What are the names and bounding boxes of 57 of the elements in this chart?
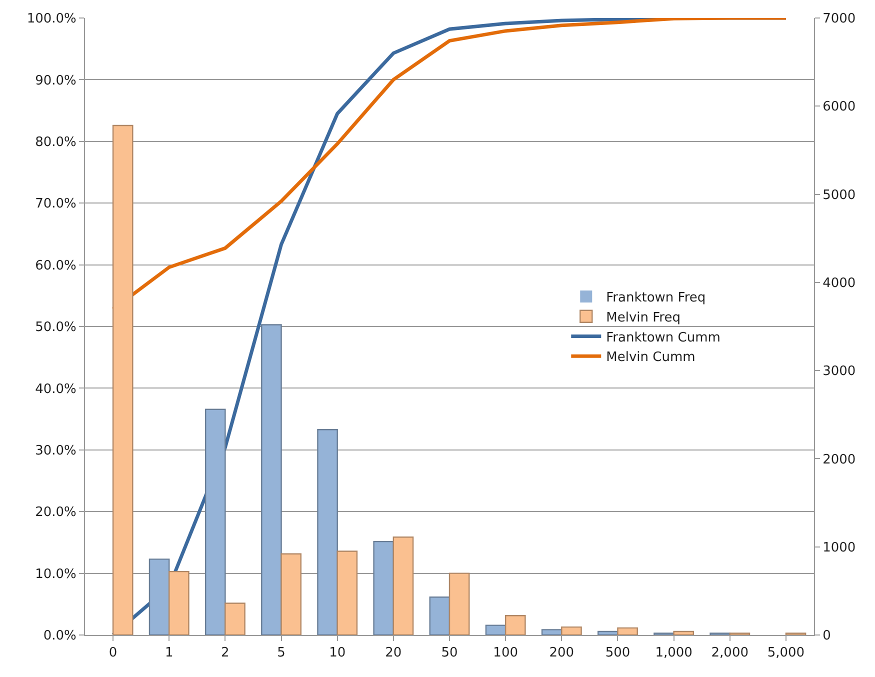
legend-label: Franktown Cumm: [606, 330, 720, 346]
bar: [673, 630, 694, 635]
bar: [336, 550, 358, 635]
bar: [168, 570, 190, 635]
bar: [617, 627, 638, 635]
bar: [541, 629, 562, 635]
y2-tick-label: 5000: [822, 188, 856, 203]
bar: [504, 615, 526, 635]
x-tick-label: 10: [329, 646, 346, 661]
bar: [598, 630, 618, 635]
y-tick-label: 30.0%: [35, 443, 76, 458]
y2-tick-label: 6000: [822, 100, 856, 115]
bar: [485, 624, 506, 635]
line-series: [111, 18, 788, 311]
legend-label: Franktown Freq: [606, 290, 706, 306]
y-tick-label: 50.0%: [35, 320, 76, 336]
y-tick-label: 40.0%: [35, 382, 76, 397]
y-tick-label: 80.0%: [35, 134, 76, 150]
x-tick-label: 20: [385, 646, 402, 661]
bar: [429, 596, 450, 635]
bar: [317, 429, 338, 635]
y-tick-label: 90.0%: [35, 73, 76, 88]
bar: [261, 324, 282, 635]
x-tick-label: 1,000: [655, 646, 692, 661]
y-tick-label: 20.0%: [35, 505, 76, 520]
bar: [392, 536, 414, 635]
bar: [148, 558, 170, 635]
y2-tick-label: 2000: [822, 452, 856, 468]
bar: [373, 540, 394, 635]
bar: [112, 124, 134, 635]
legend-label: Melvin Freq: [606, 310, 680, 326]
y2-tick-label: 7000: [822, 12, 856, 27]
y2-tick-label: 4000: [822, 276, 856, 291]
bar: [280, 553, 302, 635]
y-tick-label: 0.0%: [43, 628, 76, 644]
x-tick-label: 5,000: [767, 646, 805, 661]
x-tick-label: 2: [221, 646, 230, 661]
bar: [561, 626, 582, 635]
x-tick-label: 2,000: [711, 646, 748, 661]
y-tick-label: 10.0%: [35, 566, 76, 582]
x-tick-label: 100: [493, 646, 518, 661]
bar: [224, 602, 246, 635]
x-tick-label: 50: [441, 646, 458, 661]
y2-tick-label: 1000: [822, 540, 856, 556]
x-tick-label: 200: [549, 646, 574, 661]
y2-tick-label: 3000: [822, 364, 856, 380]
x-tick-label: 1: [164, 646, 174, 661]
x-tick-label: 0: [108, 646, 118, 661]
y-tick-label: 60.0%: [35, 258, 76, 274]
y-tick-label: 70.0%: [35, 196, 76, 212]
legend-label: Melvin Cumm: [606, 350, 696, 366]
y-tick-label: 100.0%: [26, 12, 76, 27]
bar: [448, 572, 470, 635]
bar: [204, 408, 226, 635]
y2-tick-label: 0: [822, 628, 831, 644]
x-tick-label: 500: [605, 646, 630, 661]
x-tick-label: 5: [277, 646, 286, 661]
